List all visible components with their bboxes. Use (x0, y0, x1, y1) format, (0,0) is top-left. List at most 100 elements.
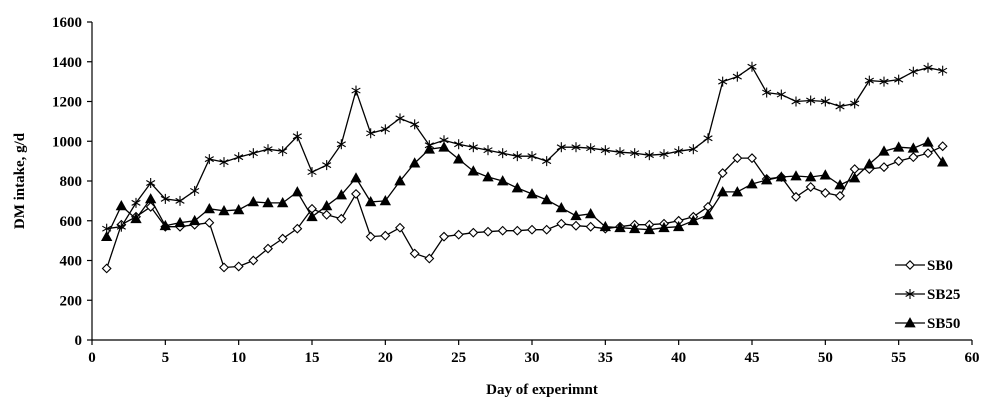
x-tick-label: 0 (88, 350, 96, 366)
data-point (628, 222, 641, 234)
series-sb50 (100, 136, 949, 242)
data-point (306, 210, 318, 222)
y-ticks: 0 200 400 600 800 1000 1200 1400 1600 (52, 15, 92, 349)
data-point (365, 231, 376, 242)
data-point (234, 152, 244, 163)
data-point (350, 172, 362, 183)
data-point (805, 181, 816, 192)
data-point (819, 169, 832, 180)
data-point (600, 145, 610, 156)
data-point (438, 141, 450, 152)
data-point (923, 62, 933, 73)
data-point (791, 96, 801, 107)
data-point (116, 221, 126, 232)
data-point (571, 142, 581, 153)
data-point (380, 230, 391, 241)
data-point (835, 190, 845, 201)
data-point (174, 216, 186, 228)
data-point (453, 229, 464, 240)
data-point (542, 156, 552, 167)
data-point (732, 153, 743, 164)
data-point (747, 153, 757, 164)
data-point (483, 226, 493, 237)
y-tick-label: 1400 (52, 55, 82, 71)
data-point (527, 151, 537, 162)
data-point (219, 157, 229, 168)
data-point (762, 87, 772, 98)
data-point (100, 230, 113, 242)
data-point (232, 203, 245, 215)
x-tick-label: 10 (231, 350, 246, 366)
data-point (776, 89, 786, 100)
data-point (904, 317, 916, 328)
data-point (614, 221, 626, 233)
data-point (292, 223, 303, 234)
data-point (130, 212, 142, 224)
data-point (160, 193, 170, 204)
data-point (834, 179, 846, 190)
data-point (278, 146, 288, 157)
data-point (203, 203, 216, 214)
data-point (848, 172, 861, 183)
data-point (599, 220, 612, 232)
data-point (908, 152, 919, 163)
data-point (937, 141, 948, 152)
y-axis-title: DM intake, g/d (12, 132, 28, 229)
data-point (806, 95, 816, 106)
data-point (423, 143, 436, 154)
data-point (218, 204, 230, 216)
data-point (938, 65, 948, 76)
data-point (540, 194, 553, 205)
data-point (923, 148, 933, 159)
data-point (672, 220, 685, 232)
x-tick-label: 25 (451, 350, 466, 366)
data-point (454, 139, 464, 150)
data-point (263, 243, 273, 254)
data-point (409, 248, 420, 259)
data-point (395, 222, 405, 233)
data-point (555, 202, 568, 213)
data-point (380, 124, 390, 135)
data-point (849, 164, 860, 175)
data-point (512, 225, 523, 236)
x-tick-label: 35 (598, 350, 613, 366)
data-point (835, 101, 845, 112)
data-point (131, 197, 141, 208)
data-point (643, 223, 656, 235)
data-point (908, 66, 918, 77)
data-point (276, 197, 289, 208)
data-point (658, 221, 670, 233)
y-tick-label: 1600 (52, 15, 82, 31)
data-point (277, 233, 288, 244)
x-tick-label: 20 (378, 350, 393, 366)
data-point (878, 145, 890, 156)
data-point (850, 98, 860, 109)
data-point (688, 144, 698, 155)
data-point (336, 139, 346, 150)
data-point (703, 133, 713, 144)
data-point (541, 224, 552, 235)
series-layer (100, 61, 949, 274)
x-tick-label: 15 (305, 350, 320, 366)
data-point (188, 214, 201, 226)
data-point (790, 170, 802, 181)
data-point (907, 142, 920, 153)
data-point (410, 119, 420, 130)
data-point (263, 144, 273, 155)
series-sb25 (102, 61, 948, 234)
data-point (702, 208, 714, 220)
data-point (570, 209, 582, 221)
data-point (716, 186, 729, 197)
data-point (322, 160, 332, 171)
data-point (905, 289, 915, 299)
data-point (879, 76, 889, 87)
y-tick-label: 600 (60, 214, 83, 230)
legend: SB0 SB25 SB50 (895, 258, 960, 332)
data-point (556, 142, 566, 153)
series-line (106, 141, 944, 237)
data-point (644, 150, 654, 161)
data-point (190, 185, 200, 196)
data-point (746, 178, 758, 189)
data-point (892, 141, 905, 152)
data-point (497, 225, 508, 236)
